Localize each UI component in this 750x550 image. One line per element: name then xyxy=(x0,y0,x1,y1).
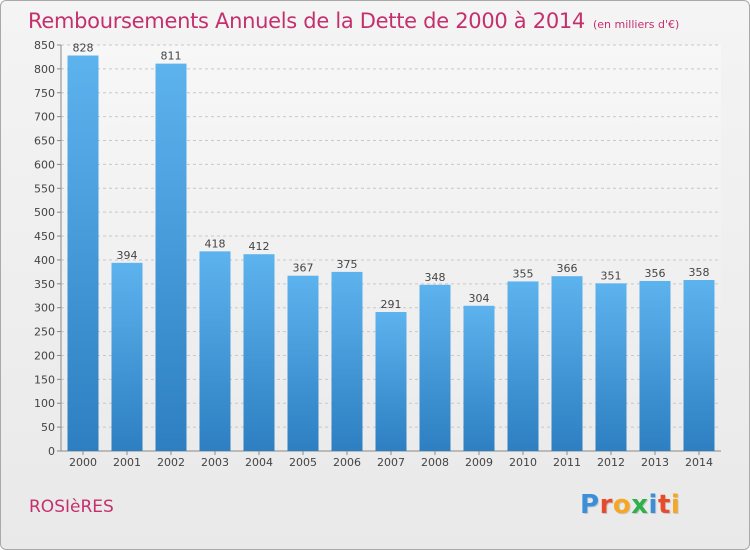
x-tick-label-2001: 2001 xyxy=(113,456,141,469)
y-tick-label: 450 xyxy=(34,230,55,243)
y-tick-label: 800 xyxy=(34,63,55,76)
y-tick-label: 0 xyxy=(48,445,55,458)
chart-subtitle: (en milliers d'€) xyxy=(593,18,680,31)
data-label-2014: 358 xyxy=(689,266,710,279)
logo-letter: t xyxy=(657,490,671,520)
y-tick-label: 550 xyxy=(34,182,55,195)
data-label-2007: 291 xyxy=(381,298,402,311)
data-label-2011: 366 xyxy=(557,262,578,275)
y-tick-label: 650 xyxy=(34,135,55,148)
chart-title-text: Remboursements Annuels de la Dette de 20… xyxy=(28,9,585,33)
x-tick-label-2006: 2006 xyxy=(333,456,361,469)
bar-2007 xyxy=(375,312,407,451)
proxiti-logo: Proxiti xyxy=(580,490,680,520)
data-label-2009: 304 xyxy=(469,292,490,305)
y-tick-label: 50 xyxy=(41,421,55,434)
y-tick-label: 250 xyxy=(34,326,55,339)
y-tick-label: 200 xyxy=(34,349,55,362)
data-label-2003: 418 xyxy=(205,237,226,250)
logo-letter: P xyxy=(580,490,600,520)
data-label-2012: 351 xyxy=(601,269,622,282)
y-tick-label: 150 xyxy=(34,373,55,386)
bar-2010 xyxy=(507,281,539,451)
bar-2005 xyxy=(287,275,319,451)
commune-name: ROSIèRES xyxy=(29,497,114,517)
y-tick-label: 600 xyxy=(34,158,55,171)
x-tick-label-2003: 2003 xyxy=(201,456,229,469)
y-tick-label: 350 xyxy=(34,278,55,291)
bar-2011 xyxy=(551,276,583,451)
logo-letter: r xyxy=(599,490,613,520)
y-tick-label: 500 xyxy=(34,206,55,219)
data-label-2008: 348 xyxy=(425,271,446,284)
data-label-2010: 355 xyxy=(513,267,534,280)
x-tick-label-2004: 2004 xyxy=(245,456,273,469)
x-tick-label-2013: 2013 xyxy=(641,456,669,469)
bar-2013 xyxy=(639,280,671,451)
chart-title: Remboursements Annuels de la Dette de 20… xyxy=(28,9,679,33)
data-label-2000: 828 xyxy=(73,42,94,55)
x-tick-label-2007: 2007 xyxy=(377,456,405,469)
x-tick-label-2000: 2000 xyxy=(69,456,97,469)
x-tick-label-2011: 2011 xyxy=(553,456,581,469)
data-label-2002: 811 xyxy=(161,50,182,63)
x-tick-label-2002: 2002 xyxy=(157,456,185,469)
data-label-2005: 367 xyxy=(293,262,314,275)
logo-letter: o xyxy=(612,490,632,520)
x-tick-label-2012: 2012 xyxy=(597,456,625,469)
data-label-2006: 375 xyxy=(337,258,358,271)
logo-letter: i xyxy=(670,490,681,520)
bar-2001 xyxy=(111,262,143,451)
data-label-2004: 412 xyxy=(249,240,270,253)
bar-2004 xyxy=(243,254,275,451)
bar-2003 xyxy=(199,251,231,451)
x-tick-label-2014: 2014 xyxy=(685,456,713,469)
bar-2006 xyxy=(331,271,363,451)
logo-letter: x xyxy=(631,490,649,520)
y-tick-label: 400 xyxy=(34,254,55,267)
bar-2002 xyxy=(155,63,187,451)
bar-2009 xyxy=(463,305,495,451)
data-label-2013: 356 xyxy=(645,267,666,280)
y-tick-label: 850 xyxy=(34,39,55,52)
x-tick-label-2005: 2005 xyxy=(289,456,317,469)
y-tick-label: 750 xyxy=(34,87,55,100)
y-tick-label: 100 xyxy=(34,397,55,410)
bar-2014 xyxy=(683,280,715,451)
bar-2000 xyxy=(67,55,99,451)
x-tick-label-2008: 2008 xyxy=(421,456,449,469)
y-tick-label: 700 xyxy=(34,111,55,124)
logo-letter: i xyxy=(648,490,658,520)
x-tick-label-2009: 2009 xyxy=(465,456,493,469)
bar-2008 xyxy=(419,284,451,451)
bar-2012 xyxy=(595,283,627,451)
x-tick-label-2010: 2010 xyxy=(509,456,537,469)
data-label-2001: 394 xyxy=(117,249,138,262)
y-tick-label: 300 xyxy=(34,302,55,315)
